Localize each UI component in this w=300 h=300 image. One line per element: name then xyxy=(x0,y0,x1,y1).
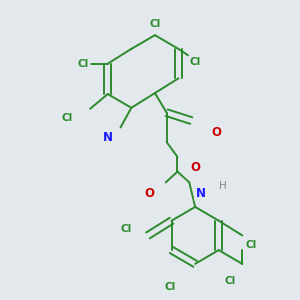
Text: O: O xyxy=(144,187,154,200)
Text: Cl: Cl xyxy=(245,240,257,250)
Text: O: O xyxy=(212,126,222,139)
Text: Cl: Cl xyxy=(62,112,73,123)
Text: N: N xyxy=(196,187,206,200)
Text: Cl: Cl xyxy=(149,20,161,29)
Text: N: N xyxy=(103,131,113,144)
Text: Cl: Cl xyxy=(190,57,201,67)
Text: Cl: Cl xyxy=(121,224,132,233)
Text: H: H xyxy=(219,181,226,191)
Text: Cl: Cl xyxy=(225,275,236,286)
Text: O: O xyxy=(190,161,200,174)
Text: Cl: Cl xyxy=(164,282,175,292)
Text: Cl: Cl xyxy=(78,58,89,69)
